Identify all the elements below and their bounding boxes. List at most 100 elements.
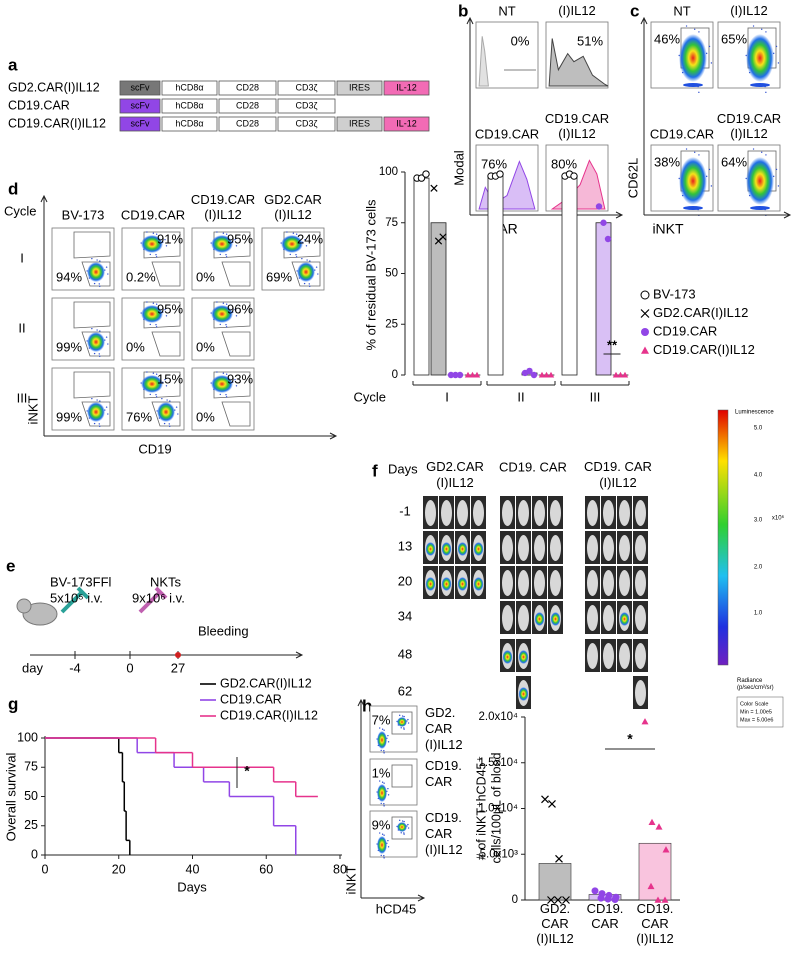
flow-dot [403, 832, 405, 834]
flow-dot [403, 820, 405, 823]
bioluminescence [518, 687, 529, 701]
x-tick-label: 0 [42, 862, 49, 876]
percent-label: 65% [721, 31, 747, 46]
flow-dot [216, 301, 218, 303]
construct-part [218, 98, 277, 114]
flow-dot [387, 787, 389, 790]
flow-dot [387, 741, 390, 743]
bar [638, 842, 672, 901]
gate [73, 231, 111, 259]
panel-label: g [8, 694, 18, 713]
percent-label: 91% [157, 231, 183, 246]
part-label: hCD8α [175, 118, 203, 128]
data-point [662, 846, 670, 853]
flow-dot [149, 253, 151, 256]
flow-dot [765, 154, 767, 156]
plot-title: CD19.CAR (I)IL12 [717, 111, 781, 141]
bleeding-marker [175, 652, 181, 658]
y-tick-label: 100 [17, 730, 38, 744]
arrow-head [640, 16, 648, 25]
flow-dot [107, 343, 109, 345]
bioluminescence [425, 542, 436, 556]
mouse-body [603, 500, 614, 526]
flow-density [87, 402, 105, 422]
syringe [138, 586, 168, 614]
flow-dot [155, 256, 158, 258]
data-point [661, 896, 669, 903]
plot-title: CD19.CAR [650, 126, 714, 141]
legend-label: CD19.CAR(I)IL12 [220, 708, 318, 722]
flow-dot [155, 324, 157, 326]
percent-label: 38% [654, 154, 680, 169]
flow-dot [225, 394, 227, 396]
flow-dot [398, 714, 401, 717]
gate [73, 301, 111, 329]
flow-dot [155, 254, 157, 256]
flow-dot [175, 406, 178, 408]
flow-density [157, 402, 175, 422]
mouse-body [635, 535, 646, 561]
scale-box-text: Min = 1.00e5 [740, 709, 772, 715]
flow-dot [777, 185, 780, 187]
percent-label: 24% [297, 231, 323, 246]
flow-dot [96, 259, 98, 261]
scale-multiplier: x10⁶ [772, 515, 785, 522]
mouse-body [619, 643, 630, 669]
y-tick-label: 25 [385, 318, 398, 330]
mouse-body [635, 500, 646, 526]
flow-dot [775, 168, 778, 171]
flow-dot [99, 330, 101, 332]
flow-dot [169, 425, 171, 428]
flow-dot [685, 25, 688, 27]
construct-part [119, 80, 161, 96]
part-label: IRES [349, 118, 370, 128]
day-label: 34 [398, 608, 412, 623]
flow-dot [295, 233, 298, 235]
x-tick-label: II [517, 389, 524, 404]
x-tick-label: 20 [112, 862, 126, 876]
flow-dot [694, 151, 696, 154]
flow-dot [383, 782, 385, 784]
flow-dot [225, 303, 228, 305]
axis-label: # of iNKT⁺hCD45⁺cells/100µL of blood [475, 752, 504, 863]
part-label: CD28 [236, 100, 259, 110]
part-label: IL-12 [396, 118, 417, 128]
day-label: -1 [399, 503, 411, 518]
y-tick-label: 0 [392, 369, 398, 381]
part-label: IL-12 [396, 82, 417, 92]
flow-dot [403, 727, 405, 729]
legend-label: GD2.CAR(I)IL12 [220, 676, 312, 690]
data-point [456, 371, 464, 379]
arrow-head [40, 194, 48, 203]
construct-name: GD2.CAR(I)IL12 [8, 80, 100, 94]
axis-label: Cycle [353, 389, 386, 404]
gate [81, 401, 111, 427]
flow-dot [152, 232, 155, 234]
percent-label: 93% [227, 371, 253, 386]
gate [221, 401, 251, 427]
mouse-body [518, 500, 529, 526]
flow-dot [698, 154, 700, 156]
flow-dot [98, 353, 100, 355]
sample-name: CD19. CAR [425, 758, 462, 789]
flow-dot [383, 752, 385, 754]
flow-dot [155, 373, 158, 375]
gate [151, 331, 181, 357]
timeline-text: NKTs [150, 574, 182, 589]
flow-dot [149, 323, 151, 326]
bioluminescence [441, 577, 452, 591]
flow-dot [698, 31, 700, 33]
part-label: hCD8α [175, 100, 203, 110]
plot-frame [545, 21, 609, 89]
plot-frame [191, 227, 255, 291]
x-tick-label: I [445, 389, 449, 404]
axis-label: Days [177, 879, 207, 894]
mouse-body [587, 643, 598, 669]
data-point [591, 887, 599, 895]
gate [391, 711, 413, 735]
flow-density [750, 83, 770, 87]
flow-dot [752, 25, 755, 27]
mouse-body [534, 500, 545, 526]
part-label: scFv [131, 82, 150, 92]
